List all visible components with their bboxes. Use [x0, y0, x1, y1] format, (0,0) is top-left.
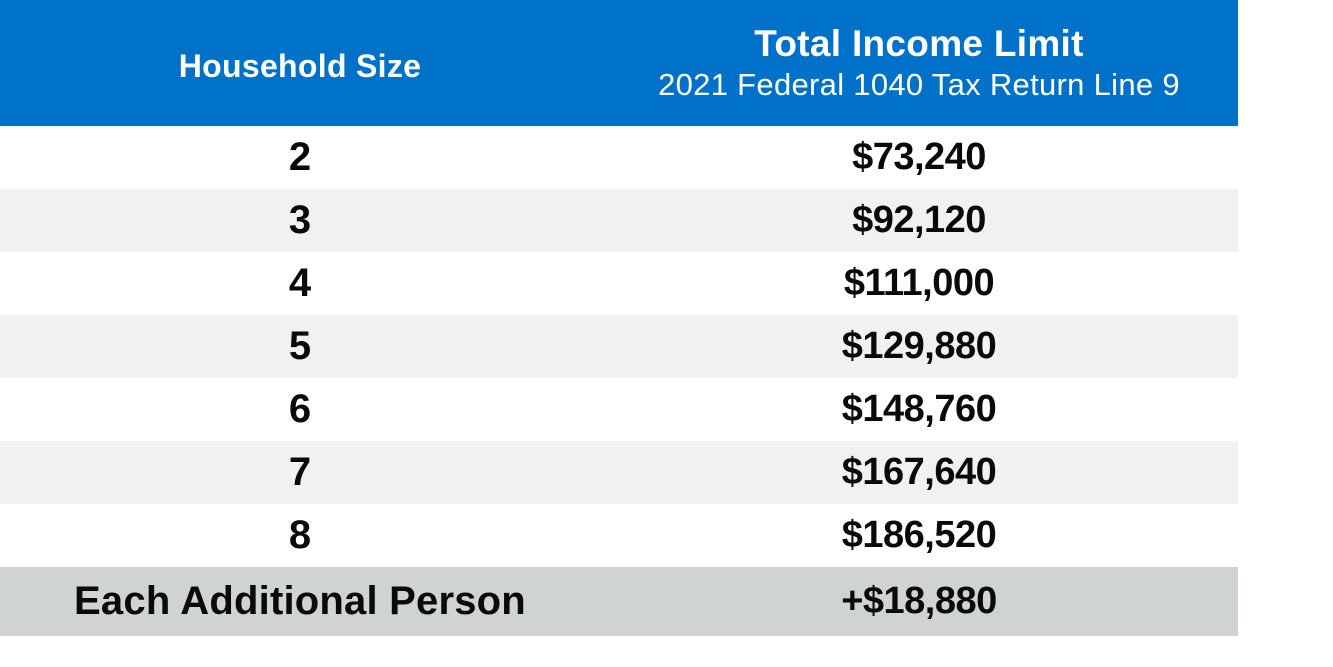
table-row: 8 $186,520 — [0, 504, 1238, 567]
income-limit-cell: $129,880 — [841, 325, 997, 367]
table-row: 4 $111,000 — [0, 252, 1238, 315]
income-limit-header-title: Total Income Limit — [754, 22, 1084, 64]
footer-label: Each Additional Person — [74, 579, 526, 623]
header-cell-income-limit: Total Income Limit 2021 Federal 1040 Tax… — [600, 0, 1238, 126]
income-limit-cell: $73,240 — [852, 136, 986, 178]
income-limit-cell: $186,520 — [841, 514, 997, 556]
income-limit-table: Household Size Total Income Limit 2021 F… — [0, 0, 1238, 636]
table-footer-row: Each Additional Person +$18,880 — [0, 567, 1238, 636]
income-limit-header-subtitle: 2021 Federal 1040 Tax Return Line 9 — [658, 66, 1180, 102]
household-size-cell: 7 — [288, 450, 312, 494]
household-size-cell: 3 — [288, 198, 312, 242]
household-size-cell: 4 — [288, 261, 312, 305]
income-limit-cell: $92,120 — [852, 199, 986, 241]
income-limit-cell: $167,640 — [841, 451, 997, 493]
household-size-cell: 6 — [288, 387, 312, 431]
household-size-cell: 2 — [288, 135, 312, 179]
table-header-row: Household Size Total Income Limit 2021 F… — [0, 0, 1238, 126]
table-row: 7 $167,640 — [0, 441, 1238, 504]
household-size-cell: 8 — [288, 513, 312, 557]
income-limit-cell: $148,760 — [841, 388, 997, 430]
household-size-cell: 5 — [288, 324, 312, 368]
table-row: 6 $148,760 — [0, 378, 1238, 441]
table-row: 5 $129,880 — [0, 315, 1238, 378]
table-row: 3 $92,120 — [0, 189, 1238, 252]
table-row: 2 $73,240 — [0, 126, 1238, 189]
table-body: 2 $73,240 3 $92,120 4 $111,000 5 $129,880 6 $148,… — [0, 126, 1238, 567]
income-limit-cell: $111,000 — [843, 262, 995, 304]
household-size-header-label: Household Size — [178, 47, 422, 84]
header-cell-household-size: Household Size — [0, 0, 600, 126]
footer-value: +$18,880 — [841, 580, 997, 622]
